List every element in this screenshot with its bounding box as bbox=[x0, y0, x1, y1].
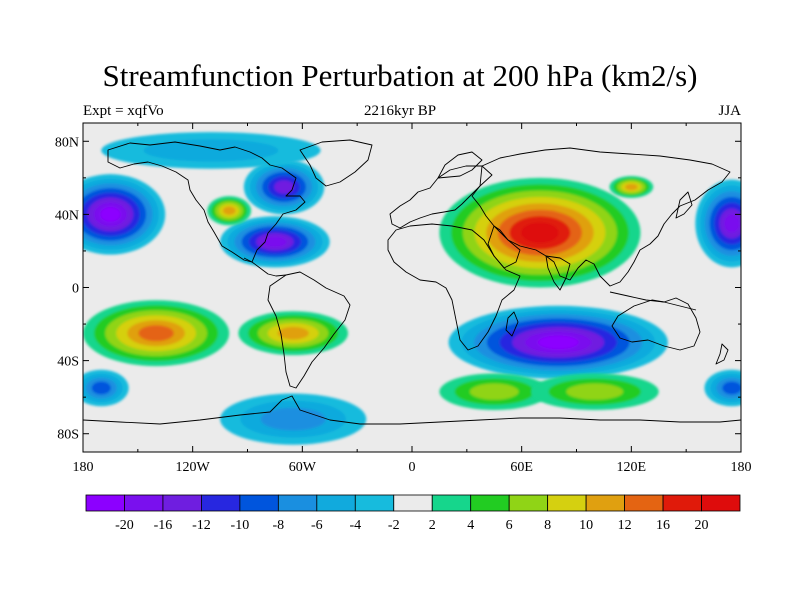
contour-band bbox=[277, 326, 309, 340]
anomaly-north-america-high bbox=[207, 196, 252, 226]
colorbar-label: -10 bbox=[231, 518, 250, 533]
australia-coast bbox=[611, 297, 701, 351]
arabia-coast bbox=[487, 225, 521, 269]
lon-tick-label: 180 bbox=[731, 460, 752, 475]
lat-tick-label: 40S bbox=[57, 355, 79, 370]
experiment-label: Expt = xqfVo bbox=[83, 103, 164, 119]
colorbar-swatch bbox=[124, 494, 164, 512]
north-america-coast bbox=[107, 141, 306, 263]
continent-outlines bbox=[83, 139, 741, 425]
colorbar-label: 16 bbox=[656, 518, 670, 533]
anomaly-southwest-pacific-low bbox=[83, 369, 129, 407]
colorbar-label: 6 bbox=[506, 518, 513, 533]
anomaly-south-indian-ocean-low bbox=[448, 305, 668, 379]
season-label: JJA bbox=[718, 103, 741, 119]
anomaly-arctic-low bbox=[101, 132, 321, 169]
colorbar-label: 2 bbox=[429, 518, 436, 533]
colorbar-label: 10 bbox=[579, 518, 593, 533]
central-america-coast bbox=[243, 257, 287, 277]
anomaly-east-asia-high bbox=[609, 176, 654, 198]
contour-band bbox=[263, 236, 287, 248]
anomaly-southeast-pacific-low bbox=[704, 369, 741, 407]
lat-tick-label: 40N bbox=[55, 208, 79, 223]
colorbar-swatch bbox=[393, 494, 433, 512]
india-coast bbox=[545, 255, 571, 291]
colorbar-label: 4 bbox=[467, 518, 474, 533]
contour-band bbox=[625, 183, 638, 191]
colorbar-swatch bbox=[316, 494, 356, 512]
colorbar-label: -20 bbox=[115, 518, 134, 533]
lon-tick-label: 120W bbox=[176, 460, 211, 475]
anomaly-antarctic-low bbox=[220, 393, 367, 445]
colorbar-swatch bbox=[277, 494, 318, 512]
greenland-coast bbox=[299, 139, 373, 187]
contour-band bbox=[143, 139, 279, 162]
colorbar-swatch bbox=[547, 494, 587, 512]
contour-band bbox=[722, 381, 741, 395]
colorbar-label: 12 bbox=[618, 518, 632, 533]
contour-band bbox=[724, 214, 740, 233]
contour-band bbox=[100, 206, 121, 222]
colorbar-swatch bbox=[354, 494, 395, 512]
indonesia-coast bbox=[609, 291, 697, 311]
colorbar-swatch bbox=[624, 494, 664, 512]
anomaly-caribbean-low bbox=[220, 216, 330, 268]
contour-band bbox=[91, 381, 111, 395]
colorbar-swatch bbox=[201, 494, 241, 512]
colorbar-swatch bbox=[508, 494, 549, 512]
lon-tick-label: 60E bbox=[510, 460, 533, 475]
anomaly-pacific-west-low bbox=[83, 174, 166, 255]
colorbar-swatch bbox=[585, 494, 625, 512]
colorbar-label: 20 bbox=[695, 518, 709, 533]
anomaly-south-pacific-high bbox=[83, 300, 230, 367]
anomaly-north-america-low bbox=[243, 159, 325, 215]
africa-coast bbox=[387, 223, 521, 351]
plot-title: Streamfunction Perturbation at 200 hPa (… bbox=[102, 58, 698, 93]
anomaly-tibetan-high bbox=[439, 177, 641, 288]
japan-coast bbox=[675, 191, 693, 219]
colorbar-swatch bbox=[470, 494, 510, 512]
anomaly-southern-ocean-high bbox=[439, 373, 550, 410]
anomaly-southern-ocean-high-2 bbox=[530, 373, 659, 410]
lon-tick-label: 180 bbox=[73, 460, 94, 475]
contour-band bbox=[521, 222, 559, 243]
scandinavia-coast bbox=[437, 151, 483, 179]
contour-band bbox=[469, 383, 519, 400]
colorbar-label: -4 bbox=[349, 518, 361, 533]
new-zealand-coast bbox=[715, 343, 729, 365]
contour-band bbox=[222, 206, 236, 215]
lat-tick-label: 80S bbox=[57, 428, 79, 443]
contour-band bbox=[537, 335, 579, 350]
map-axes: 80N 40N 0 40S 80S 180 120W 60W 0 60E 120E 180 bbox=[55, 123, 752, 475]
colorbar-label: -16 bbox=[154, 518, 173, 533]
contour-band bbox=[274, 180, 294, 194]
colorbar-swatch bbox=[239, 494, 279, 512]
colorbar-swatch bbox=[701, 494, 741, 512]
colorbar-swatch bbox=[85, 494, 125, 512]
antarctica-coast bbox=[83, 395, 741, 425]
period-label: 2216kyr BP bbox=[363, 103, 437, 119]
contour-band bbox=[566, 383, 624, 400]
colorbar-label: -6 bbox=[311, 518, 323, 533]
lon-tick-label: 0 bbox=[409, 460, 416, 475]
colorbar-label: 8 bbox=[544, 518, 551, 533]
madagascar-coast bbox=[505, 311, 519, 337]
contour-band bbox=[138, 325, 174, 342]
anomaly-pacific-east-low bbox=[695, 179, 741, 268]
colorbar-swatch bbox=[662, 494, 702, 512]
colorbar: -20 -16 -12 -10 -8 -6 -4 -2 2 4 6 8 10 12 16 20 bbox=[85, 494, 741, 533]
lon-tick-label: 120E bbox=[617, 460, 647, 475]
colorbar-label: -2 bbox=[388, 518, 400, 533]
south-america-coast bbox=[267, 271, 351, 389]
anomaly-south-america-high bbox=[238, 311, 349, 356]
colorbar-label: -8 bbox=[273, 518, 285, 533]
lat-tick-label: 0 bbox=[72, 282, 79, 297]
lon-tick-label: 60W bbox=[289, 460, 317, 475]
streamfunction-field bbox=[83, 123, 741, 452]
colorbar-label: -12 bbox=[192, 518, 211, 533]
colorbar-swatch bbox=[431, 494, 472, 512]
lat-tick-label: 80N bbox=[55, 135, 79, 150]
colorbar-swatch bbox=[162, 494, 202, 512]
